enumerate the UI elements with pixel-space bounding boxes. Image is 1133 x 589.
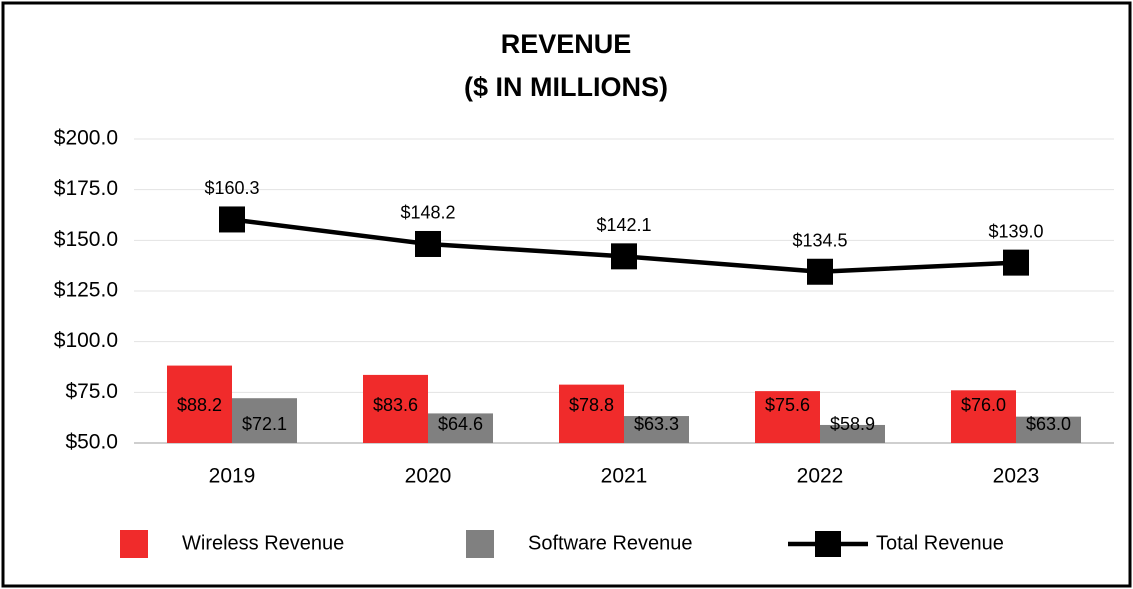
y-tick-label: $100.0 [54,329,118,352]
legend-label: Total Revenue [876,532,1004,554]
data-label: $58.9 [830,414,875,434]
legend-swatch [466,530,494,558]
y-tick-label: $75.0 [65,380,118,403]
data-label: $64.6 [438,414,483,434]
chart-title: REVENUE [501,29,632,59]
bar [428,413,493,443]
legend-label: Software Revenue [528,532,693,554]
chart-title: ($ IN MILLIONS) [464,72,668,102]
bar [1016,416,1081,443]
line-marker [611,243,637,270]
line-marker [1003,249,1029,276]
x-tick-label: 2019 [209,465,256,488]
bar [624,416,689,443]
data-label: $134.5 [792,230,847,250]
data-label: $83.6 [373,395,418,415]
bar [951,390,1016,443]
bar [167,365,232,443]
y-tick-label: $150.0 [54,228,118,251]
data-label: $142.1 [596,215,651,235]
bar [820,424,885,443]
line-marker [219,206,245,233]
data-label: $88.2 [177,395,222,415]
legend-label: Wireless Revenue [182,532,344,554]
bar [755,391,820,443]
y-tick-label: $175.0 [54,177,118,200]
y-tick-label: $50.0 [65,431,118,454]
data-label: $75.6 [765,395,810,415]
legend-marker [815,531,841,557]
y-tick-label: $200.0 [54,127,118,150]
data-label: $148.2 [400,203,455,223]
y-tick-label: $125.0 [54,279,118,302]
x-tick-label: 2020 [405,465,452,488]
legend-swatch [120,530,148,558]
bar [559,384,624,443]
bar [232,398,297,443]
x-tick-label: 2022 [797,465,844,488]
data-label: $63.3 [634,414,679,434]
data-label: $160.3 [204,178,259,198]
line-marker [415,230,441,257]
data-label: $139.0 [988,221,1043,241]
x-tick-label: 2023 [993,465,1040,488]
bar [363,374,428,443]
data-label: $76.0 [961,395,1006,415]
data-label: $78.8 [569,395,614,415]
data-label: $63.0 [1026,414,1071,434]
line-marker [807,258,833,285]
x-tick-label: 2021 [601,465,648,488]
data-label: $72.1 [242,414,287,434]
